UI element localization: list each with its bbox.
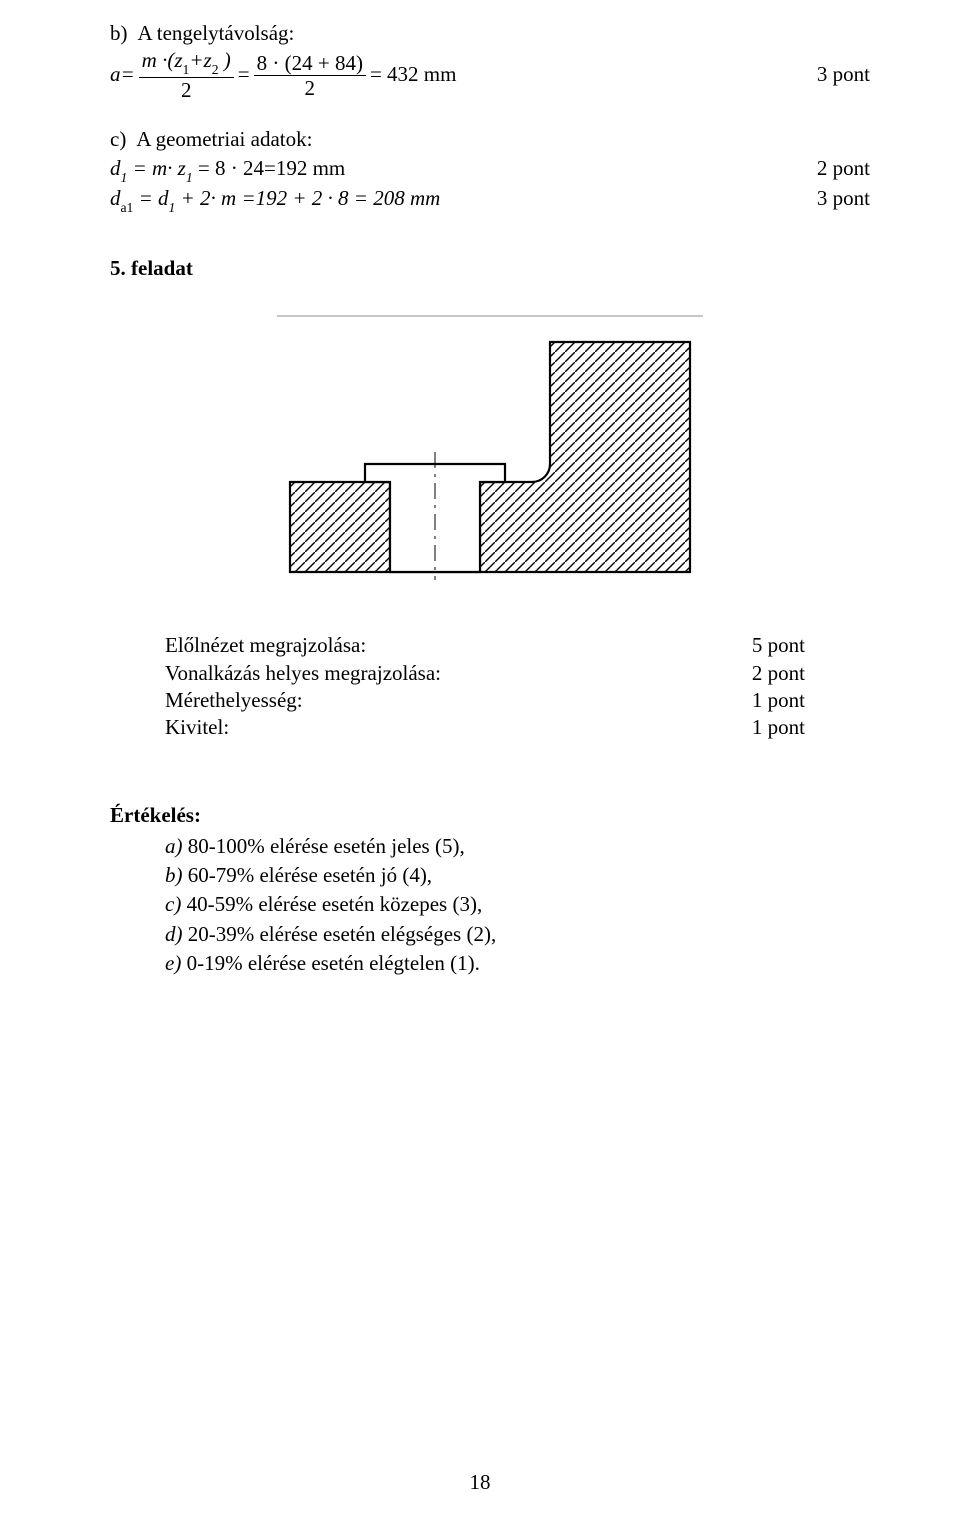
part-c-line1-text: d1 = m· z1 = 8 · 24=192 mm [110,155,345,185]
part-c-line2-text: da1 = d1 + 2· m =192 + 2 · 8 = 208 mm [110,185,440,215]
task5-grading: Előlnézet megrajzolása: 5 pont Vonalkázá… [165,632,870,741]
grading-row: Kivitel: 1 pont [165,714,805,741]
evaluation-line: a) 80-100% elérése esetén jeles (5), [165,833,870,860]
part-c-line1-points: 2 pont [817,155,870,182]
grading-label: Kivitel: [165,714,229,741]
section-drawing [275,312,705,582]
part-c-line1: d1 = m· z1 = 8 · 24=192 mm 2 pont [110,155,870,185]
part-b-formula-row: a= m ·(z1+z2 ) 2 = 8 · (24 + 84) 2 = 432… [110,49,870,101]
evaluation-line: d) 20-39% elérése esetén elégséges (2), [165,921,870,948]
grading-label: Mérethelyesség: [165,687,303,714]
part-c-label: c) A geometriai adatok: [110,126,870,153]
part-b-eq2: = 432 mm [370,61,457,88]
evaluation-heading: Értékelés: [110,802,870,829]
part-b-letter: b) [110,20,128,47]
page: b) A tengelytávolság: a= m ·(z1+z2 ) 2 =… [0,0,960,1526]
page-number: 18 [0,1469,960,1496]
part-b-eq1: = [238,61,250,88]
evaluation-line: e) 0-19% elérése esetén elégtelen (1). [165,950,870,977]
part-c-text: A geometriai adatok: [136,126,312,153]
part-b-formula: a= m ·(z1+z2 ) 2 = 8 · (24 + 84) 2 = 432… [110,49,456,101]
grading-label: Vonalkázás helyes megrajzolása: [165,660,441,687]
grading-points: 1 pont [752,714,805,741]
part-b-frac2-num: 8 · (24 + 84) [254,52,366,76]
part-c-line2: da1 = d1 + 2· m =192 + 2 · 8 = 208 mm 3 … [110,185,870,215]
part-b-points: 3 pont [817,61,870,88]
part-c-letter: c) [110,126,126,153]
evaluation-line: c) 40-59% elérése esetén közepes (3), [165,891,870,918]
part-b-frac2: 8 · (24 + 84) 2 [254,52,366,99]
grading-points: 2 pont [752,660,805,687]
grading-points: 5 pont [752,632,805,659]
grading-label: Előlnézet megrajzolása: [165,632,366,659]
part-b-frac1-num: m ·(z1+z2 ) [139,49,234,78]
task5-heading: 5. feladat [110,255,870,282]
grading-row: Mérethelyesség: 1 pont [165,687,805,714]
part-b-text: A tengelytávolság: [138,20,295,47]
grading-points: 1 pont [752,687,805,714]
evaluation-line: b) 60-79% elérése esetén jó (4), [165,862,870,889]
part-b-label: b) A tengelytávolság: [110,20,870,47]
part-c-line2-points: 3 pont [817,185,870,212]
part-b-frac2-den: 2 [302,76,319,99]
part-b-frac1: m ·(z1+z2 ) 2 [139,49,234,101]
grading-row: Vonalkázás helyes megrajzolása: 2 pont [165,660,805,687]
part-b-lhs: a= [110,61,135,88]
part-b-frac1-den: 2 [178,78,195,101]
grading-row: Előlnézet megrajzolása: 5 pont [165,632,805,659]
